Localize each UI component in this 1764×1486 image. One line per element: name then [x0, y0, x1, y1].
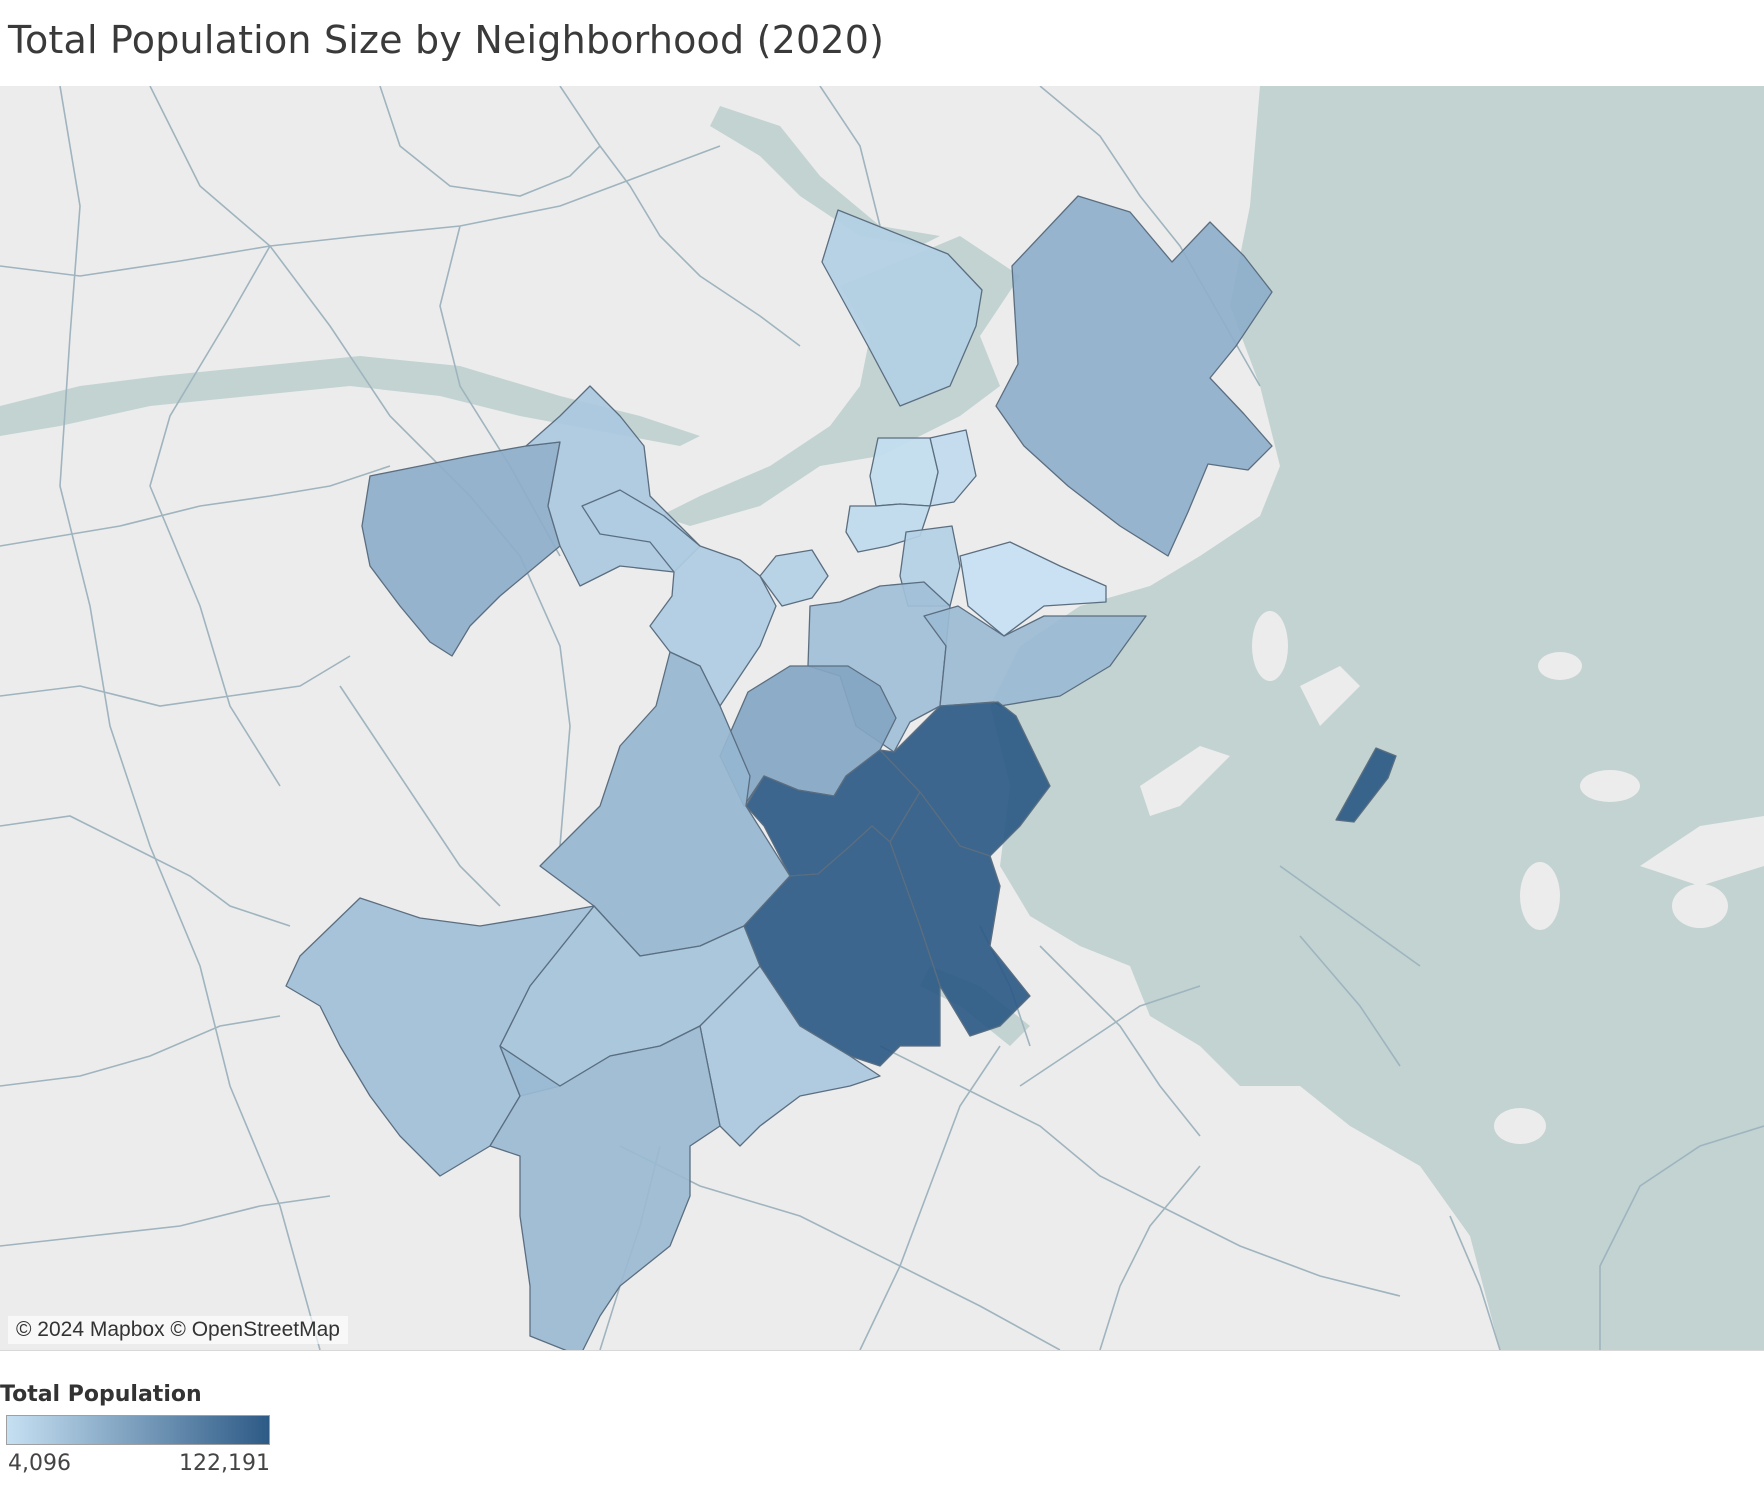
region-fenway[interactable] [581, 489, 777, 707]
legend-title: Total Population [0, 1382, 202, 1407]
region-brighton[interactable] [361, 441, 561, 657]
legend-labels: 4,096 122,191 [6, 1445, 270, 1476]
island [1520, 862, 1560, 930]
region-mattapan[interactable] [699, 965, 881, 1147]
island [1640, 816, 1764, 886]
island [1538, 652, 1582, 680]
region-dorchester-mid[interactable] [879, 701, 1051, 857]
map-attribution[interactable]: © 2024 Mapbox © OpenStreetMap [8, 1316, 348, 1344]
color-legend: Total Population 4,096 122,191 [0, 1382, 300, 1476]
legend-min-label: 4,096 [8, 1451, 71, 1476]
map-title: Total Population Size by Neighborhood (2… [8, 18, 885, 62]
island [1672, 884, 1728, 928]
island [1580, 770, 1640, 802]
harbor-water [990, 86, 1764, 1350]
island [1300, 666, 1360, 726]
island [1140, 746, 1230, 816]
region-charlestown[interactable] [821, 209, 983, 407]
legend-gradient-bar [6, 1415, 270, 1445]
map-canvas[interactable]: © 2024 Mapbox © OpenStreetMap [0, 86, 1764, 1351]
region-back-bay[interactable] [759, 549, 829, 607]
region-south-boston-waterfront[interactable] [959, 541, 1107, 637]
island [1494, 1108, 1546, 1144]
region-east-boston[interactable] [995, 195, 1273, 557]
basemap [0, 86, 1764, 1350]
mystic-river [710, 106, 940, 246]
legend-max-label: 122,191 [179, 1451, 270, 1476]
island [1252, 611, 1288, 681]
region-west-end[interactable] [869, 437, 939, 507]
region-south-boston[interactable] [923, 605, 1147, 707]
neighborhood-layer [285, 195, 1397, 1350]
region-harbor-island[interactable] [1335, 747, 1397, 823]
charles-river [0, 356, 700, 446]
region-hyde-park[interactable] [489, 1025, 721, 1350]
